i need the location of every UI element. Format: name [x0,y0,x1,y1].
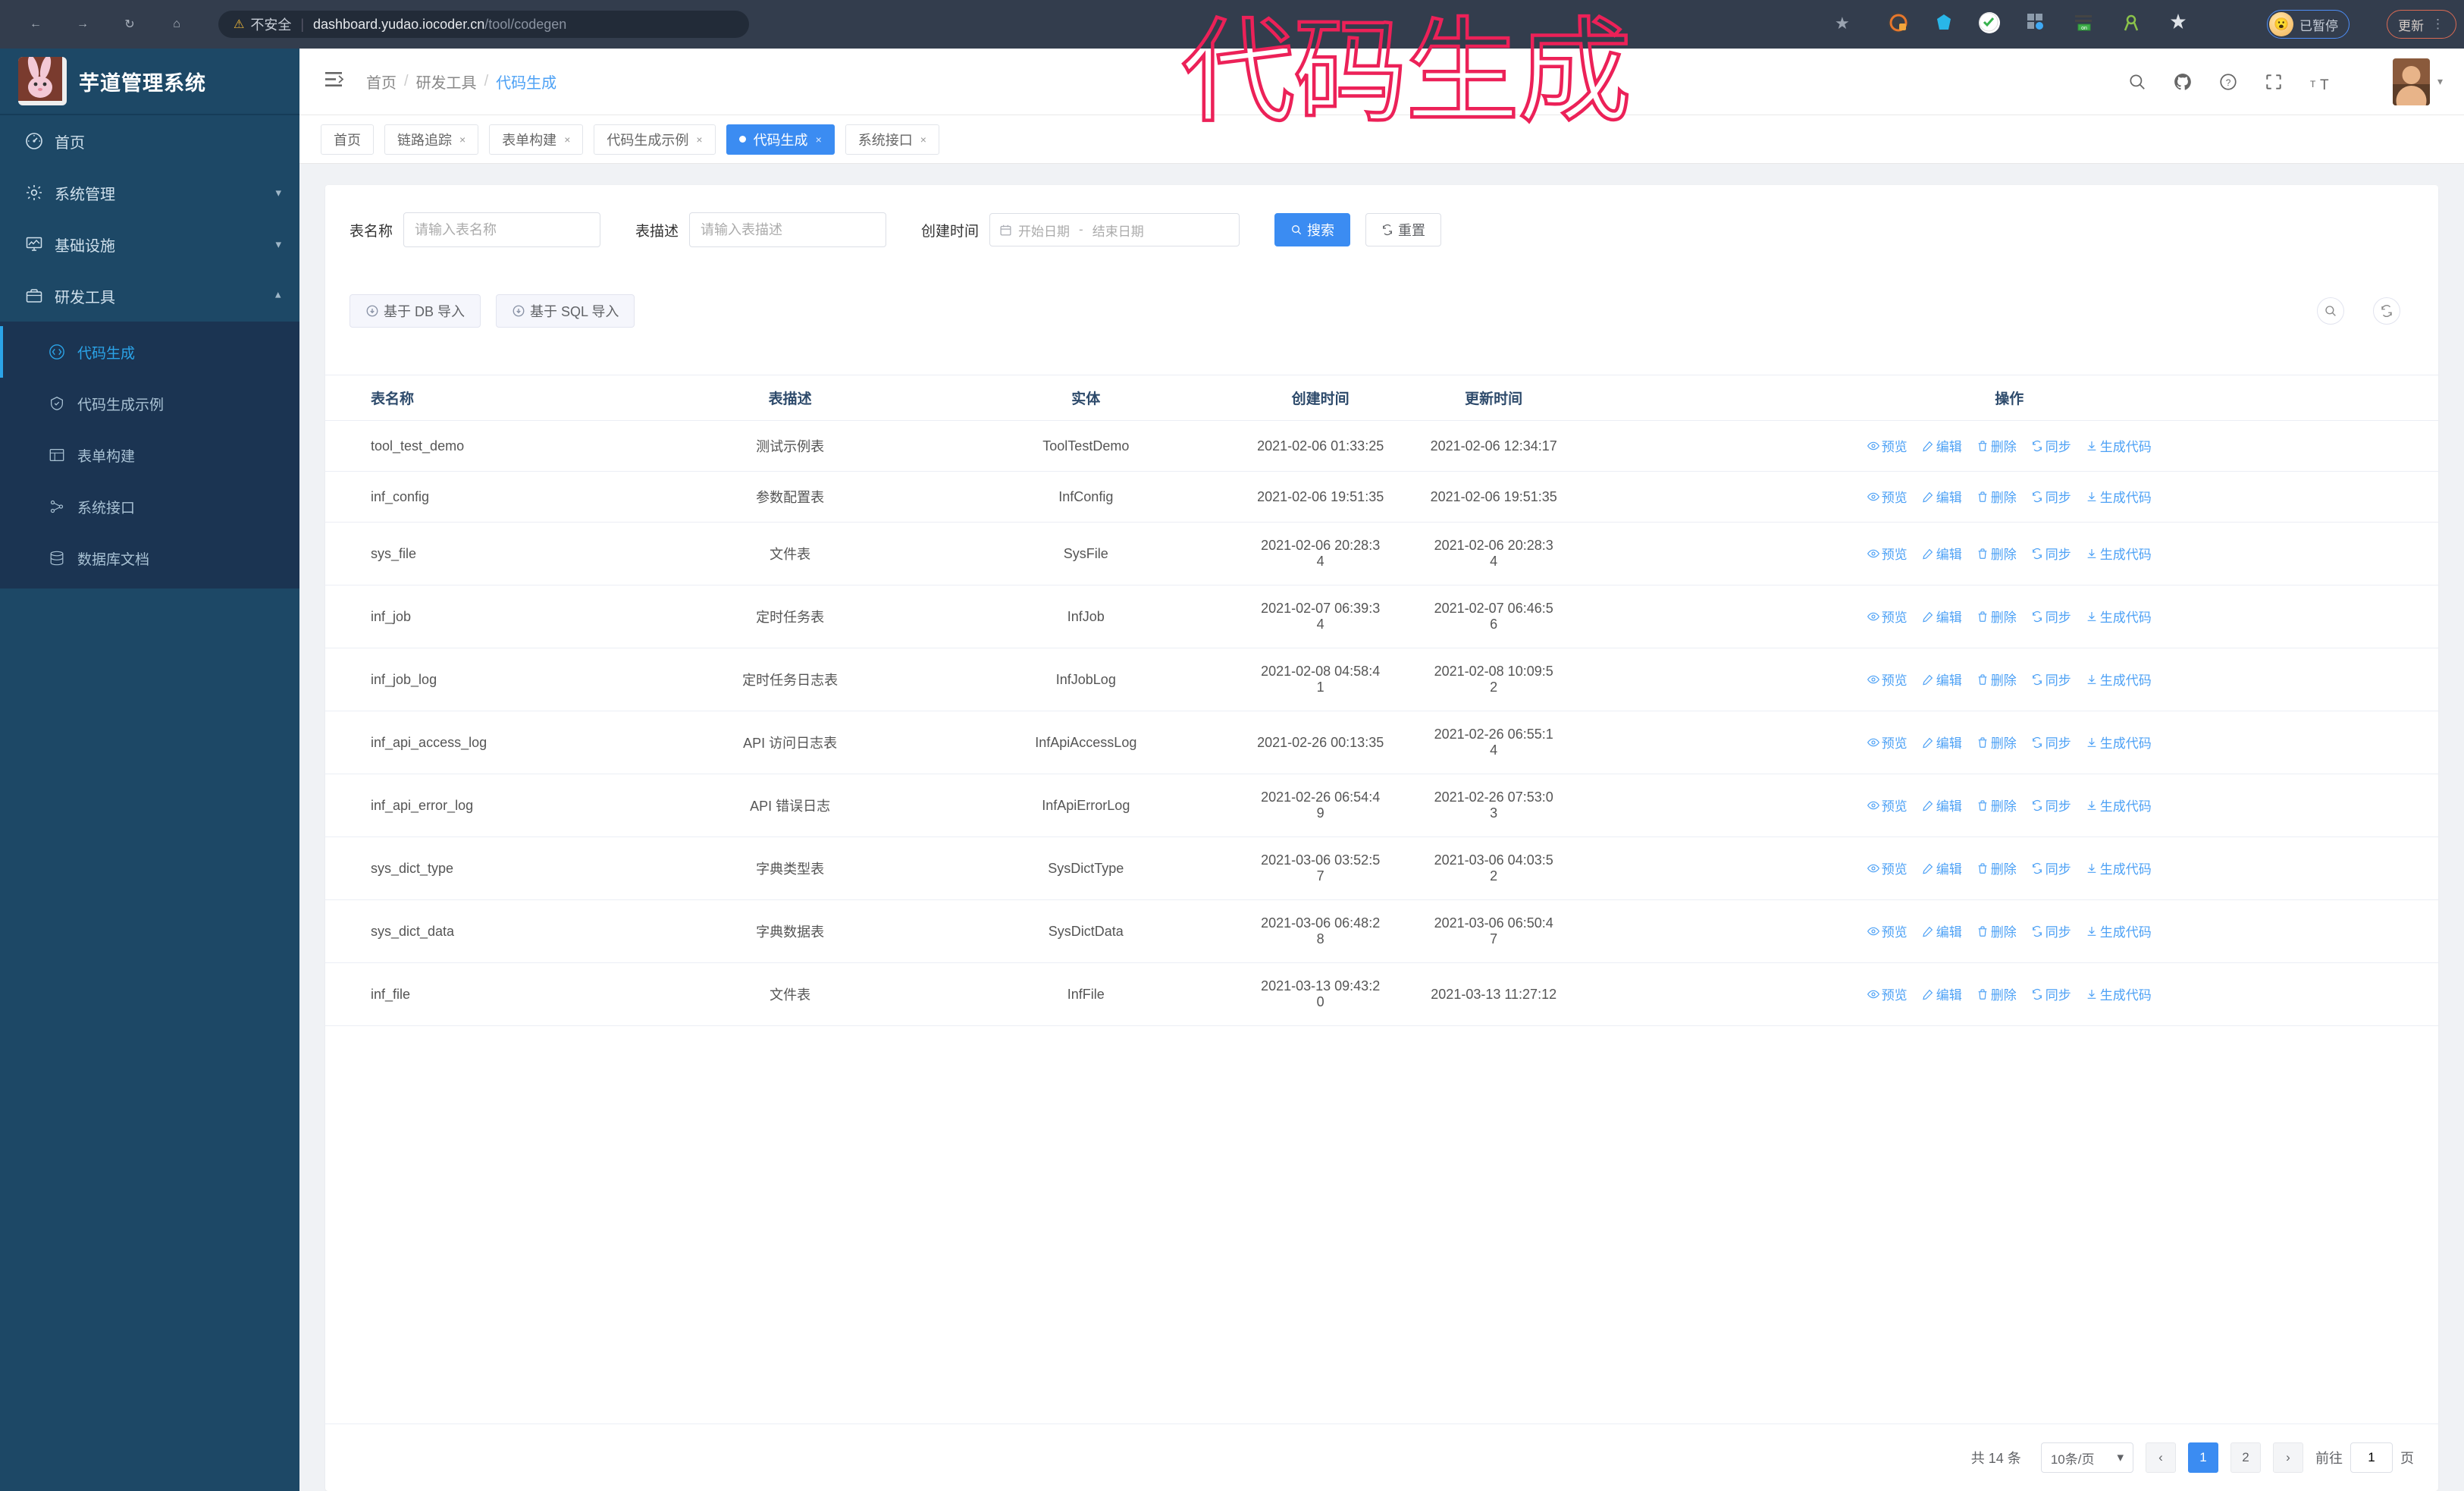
svg-text:T: T [2320,77,2329,91]
svg-text:?: ? [2226,77,2231,87]
svg-text:on: on [2081,26,2087,31]
svg-text:T: T [2310,79,2316,89]
